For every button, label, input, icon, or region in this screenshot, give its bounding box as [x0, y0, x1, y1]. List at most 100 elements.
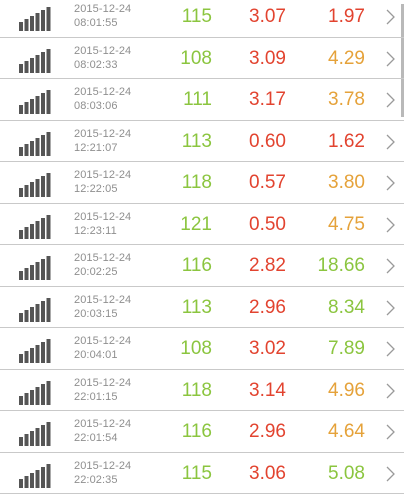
date-text: 2015-12-24: [74, 127, 132, 140]
value-3: 18.66: [317, 255, 365, 276]
signal-bars-icon: [19, 214, 51, 239]
value-3: 3.80: [328, 172, 365, 193]
time-text: 08:02:33: [74, 58, 118, 71]
value-3: 1.62: [328, 130, 365, 152]
list-item[interactable]: 2015-12-24 20:02:25 116 2.82 18.66: [0, 245, 404, 287]
value-1: 113: [181, 130, 212, 152]
timestamp: 2015-12-24 08:02:33: [74, 44, 131, 72]
value-1: 115: [181, 6, 212, 27]
value-3: 4.75: [328, 213, 365, 235]
timestamp: 2015-12-24 08:01:55: [74, 2, 131, 30]
list-item[interactable]: 2015-12-24 08:01:55 115 3.07 1.97: [0, 0, 404, 38]
date-text: 2015-12-24: [74, 169, 132, 181]
value-1: 118: [181, 379, 212, 401]
value-1: 121: [180, 213, 212, 235]
list-item[interactable]: 2015-12-24 22:01:54 116 2.96 4.64: [0, 411, 404, 453]
time-text: 12:21:07: [74, 141, 118, 154]
date-text: 2015-12-24: [74, 44, 132, 57]
value-1: 111: [183, 89, 212, 110]
chevron-right-icon[interactable]: [386, 424, 395, 440]
value-2: 3.02: [249, 338, 286, 359]
time-text: 20:02:25: [74, 266, 118, 278]
date-text: 2015-12-24: [74, 3, 132, 15]
signal-bars-icon: [19, 463, 51, 488]
chevron-right-icon[interactable]: [386, 341, 395, 357]
timestamp: 2015-12-24 20:04:01: [74, 334, 131, 362]
timestamp: 2015-12-24 12:23:11: [74, 210, 131, 238]
value-1: 118: [181, 172, 212, 193]
time-text: 08:03:06: [74, 100, 118, 112]
timestamp: 2015-12-24 12:22:05: [74, 168, 131, 196]
signal-bars-icon: [19, 90, 51, 114]
value-2: 0.60: [249, 130, 286, 152]
value-3: 7.89: [328, 338, 365, 359]
signal-bars-icon: [19, 297, 51, 322]
value-2: 3.14: [249, 379, 286, 401]
chevron-right-icon[interactable]: [386, 383, 395, 399]
list-item[interactable]: 2015-12-24 08:02:33 108 3.09 4.29: [0, 38, 404, 79]
timestamp: 2015-12-24 22:02:35: [74, 459, 131, 487]
timestamp: 2015-12-24 22:01:15: [74, 376, 131, 404]
date-text: 2015-12-24: [74, 86, 132, 98]
chevron-right-icon[interactable]: [386, 9, 395, 25]
value-2: 2.82: [249, 255, 286, 276]
signal-bars-icon: [19, 339, 51, 363]
chevron-right-icon[interactable]: [386, 466, 395, 482]
date-text: 2015-12-24: [74, 210, 132, 223]
list-item[interactable]: 2015-12-24 20:04:01 108 3.02 7.89: [0, 328, 404, 370]
time-text: 12:22:05: [74, 183, 118, 195]
time-text: 20:04:01: [74, 349, 118, 361]
chevron-right-icon[interactable]: [386, 217, 395, 233]
date-text: 2015-12-24: [74, 252, 132, 264]
list-item[interactable]: 2015-12-24 12:22:05 118 0.57 3.80: [0, 162, 404, 204]
date-text: 2015-12-24: [74, 293, 132, 306]
signal-bars-icon: [19, 422, 51, 446]
time-text: 22:02:35: [74, 473, 118, 486]
value-1: 108: [180, 338, 212, 359]
timestamp: 2015-12-24 20:03:15: [74, 293, 131, 321]
value-2: 0.57: [249, 172, 286, 193]
list-item[interactable]: 2015-12-24 22:02:35 115 3.06 5.08: [0, 453, 404, 494]
chevron-right-icon[interactable]: [386, 51, 395, 67]
signal-bars-icon: [19, 7, 51, 31]
date-text: 2015-12-24: [74, 459, 132, 472]
value-2: 3.06: [249, 462, 286, 484]
time-text: 22:01:54: [74, 432, 118, 444]
list-item[interactable]: 2015-12-24 12:21:07 113 0.60 1.62: [0, 121, 404, 162]
value-3: 4.96: [328, 379, 365, 401]
value-2: 2.96: [249, 421, 286, 442]
signal-bars-icon: [19, 256, 51, 280]
chevron-right-icon[interactable]: [386, 134, 395, 150]
chevron-right-icon[interactable]: [386, 92, 395, 108]
signal-bars-icon: [19, 380, 51, 405]
time-text: 12:23:11: [74, 224, 117, 237]
value-1: 113: [181, 296, 212, 318]
value-3: 1.97: [328, 6, 365, 27]
value-3: 5.08: [328, 462, 365, 484]
chevron-right-icon[interactable]: [386, 258, 395, 274]
value-2: 0.50: [249, 213, 286, 235]
chevron-right-icon[interactable]: [386, 175, 395, 191]
value-3: 4.29: [328, 47, 365, 69]
signal-bars-icon: [19, 48, 51, 73]
value-2: 3.17: [249, 89, 286, 110]
time-text: 20:03:15: [74, 307, 118, 320]
signal-bars-icon: [19, 131, 51, 156]
chevron-right-icon[interactable]: [386, 300, 395, 316]
list-item[interactable]: 2015-12-24 22:01:15 118 3.14 4.96: [0, 370, 404, 411]
time-text: 22:01:15: [74, 390, 118, 403]
value-1: 116: [181, 421, 212, 442]
list-item[interactable]: 2015-12-24 12:23:11 121 0.50 4.75: [0, 204, 404, 245]
value-1: 108: [180, 47, 212, 69]
time-text: 08:01:55: [74, 17, 118, 29]
value-2: 2.96: [249, 296, 286, 318]
scrollbar[interactable]: [401, 4, 404, 117]
date-text: 2015-12-24: [74, 418, 132, 430]
value-2: 3.09: [249, 47, 286, 69]
list-item[interactable]: 2015-12-24 08:03:06 111 3.17 3.78: [0, 79, 404, 121]
list-item[interactable]: 2015-12-24 20:03:15 113 2.96 8.34: [0, 287, 404, 328]
timestamp: 2015-12-24 20:02:25: [74, 251, 131, 279]
date-text: 2015-12-24: [74, 335, 132, 347]
value-3: 8.34: [328, 296, 365, 318]
